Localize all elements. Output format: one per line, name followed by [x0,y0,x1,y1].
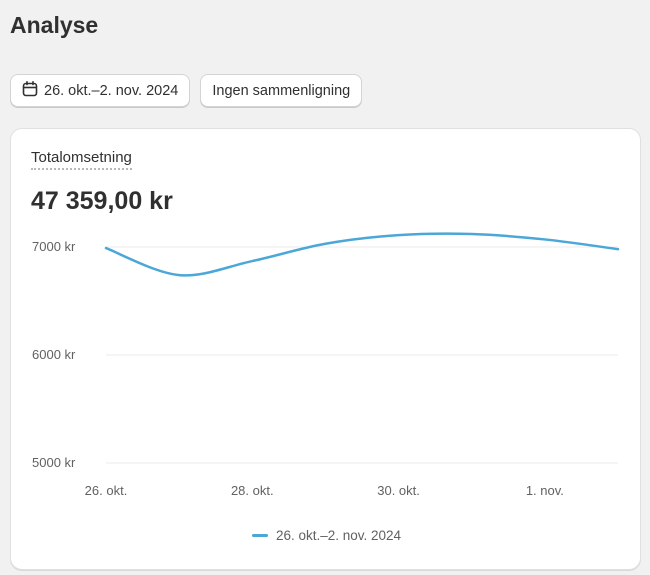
date-range-button[interactable]: 26. okt.–2. nov. 2024 [10,74,191,107]
x-tick-label: 28. okt. [231,483,274,498]
x-axis-labels: 26. okt. 28. okt. 30. okt. 1. nov. [85,483,564,498]
calendar-icon [22,80,38,101]
chart-legend: 26. okt.–2. nov. 2024 [11,528,642,543]
comparison-label: Ingen sammenligning [212,82,351,99]
legend-swatch [251,534,268,537]
series-line-0[interactable] [104,232,620,277]
metric-value: 47 359,00 kr [31,187,173,215]
y-axis-labels: 7000 kr 6000 kr 5000 kr [32,239,76,470]
comparison-button[interactable]: Ingen sammenligning [200,74,363,107]
page-title: Analyse [10,12,99,38]
x-tick-label: 30. okt. [377,483,420,498]
x-tick-label: 1. nov. [526,483,564,498]
total-sales-card: Totalomsetning 47 359,00 kr 7000 kr 6000 … [10,128,641,570]
sales-line-chart: 7000 kr 6000 kr 5000 kr 26. okt. 28. okt. 30… [32,232,620,498]
x-tick-label: 26. okt. [85,483,128,498]
chart-grid [106,246,618,464]
y-tick-label: 7000 kr [32,239,76,254]
date-range-label: 26. okt.–2. nov. 2024 [44,82,179,99]
metric-label[interactable]: Totalomsetning [31,149,132,170]
legend-label: 26. okt.–2. nov. 2024 [275,528,402,543]
filter-bar: 26. okt.–2. nov. 2024 Ingen sammenlignin… [10,74,363,107]
y-tick-label: 5000 kr [32,455,76,470]
chart-series [104,232,620,277]
y-tick-label: 6000 kr [32,347,76,362]
